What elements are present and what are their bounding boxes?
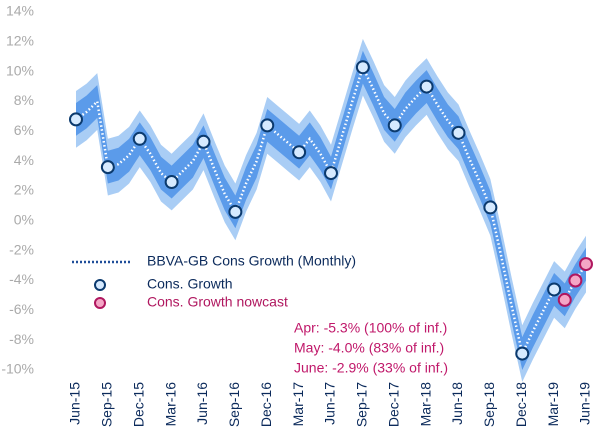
x-tick-label: Jun-16 xyxy=(194,382,210,425)
x-tick-label: Sep-15 xyxy=(99,382,115,427)
x-tick-label: Mar-19 xyxy=(545,382,561,427)
legend-swatch xyxy=(94,279,106,291)
legend-label: BBVA-GB Cons Growth (Monthly) xyxy=(147,253,356,269)
x-tick-label: Dec-15 xyxy=(130,382,146,427)
x-tick-label: Dec-16 xyxy=(258,382,274,427)
point xyxy=(547,282,562,297)
point xyxy=(196,134,211,149)
x-tick-label: Jun-17 xyxy=(322,382,338,425)
point xyxy=(292,145,307,160)
y-tick-label: -8% xyxy=(9,331,34,347)
point xyxy=(557,292,572,307)
x-tick-label: Sep-16 xyxy=(226,382,242,427)
x-tick-label: Jun-15 xyxy=(67,382,83,425)
x-tick-label: Jun-18 xyxy=(449,382,465,425)
point xyxy=(387,118,402,133)
point xyxy=(579,257,593,272)
x-tick-label: Dec-17 xyxy=(385,382,401,427)
y-tick-label: 2% xyxy=(14,182,34,198)
point xyxy=(483,200,498,215)
line xyxy=(75,63,588,358)
point xyxy=(100,160,115,175)
x-tick-label: Mar-16 xyxy=(162,382,178,427)
annotation: Apr: -5.3% (100% of inf.) xyxy=(294,320,447,336)
y-tick-label: 14% xyxy=(6,3,34,19)
point xyxy=(69,112,83,127)
point xyxy=(355,60,370,75)
x-tick-label: Sep-18 xyxy=(481,382,497,427)
y-tick-label: 4% xyxy=(14,152,34,168)
x-tick-label: Mar-17 xyxy=(290,382,306,427)
point xyxy=(515,346,530,361)
point xyxy=(260,118,275,133)
point xyxy=(132,131,147,146)
y-tick-label: -10% xyxy=(1,361,34,377)
y-tick-label: -2% xyxy=(9,241,34,257)
point xyxy=(164,175,179,190)
x-tick-label: Mar-18 xyxy=(417,382,433,427)
y-tick-label: 8% xyxy=(14,92,34,108)
legend-label: Cons. Growth nowcast xyxy=(147,294,288,310)
point xyxy=(228,204,243,219)
legend-swatch xyxy=(94,297,106,309)
y-tick-label: -4% xyxy=(9,271,34,287)
y-tick-label: 12% xyxy=(6,33,34,49)
point xyxy=(451,125,466,140)
x-tick-label: Dec-18 xyxy=(513,382,529,427)
y-tick-label: 0% xyxy=(14,212,34,228)
point xyxy=(419,79,434,94)
x-tick-label: Jun-19 xyxy=(577,382,593,425)
x-tick-label: Sep-17 xyxy=(354,382,370,427)
point xyxy=(568,273,583,288)
legend-label: Cons. Growth xyxy=(147,276,233,292)
annotation: May: -4.0% (83% of inf.) xyxy=(294,340,444,356)
y-tick-label: 10% xyxy=(6,62,34,78)
annotation: June: -2.9% (33% of inf.) xyxy=(294,360,448,376)
point xyxy=(324,166,338,181)
y-tick-label: -6% xyxy=(9,301,34,317)
y-tick-label: 6% xyxy=(14,122,34,138)
